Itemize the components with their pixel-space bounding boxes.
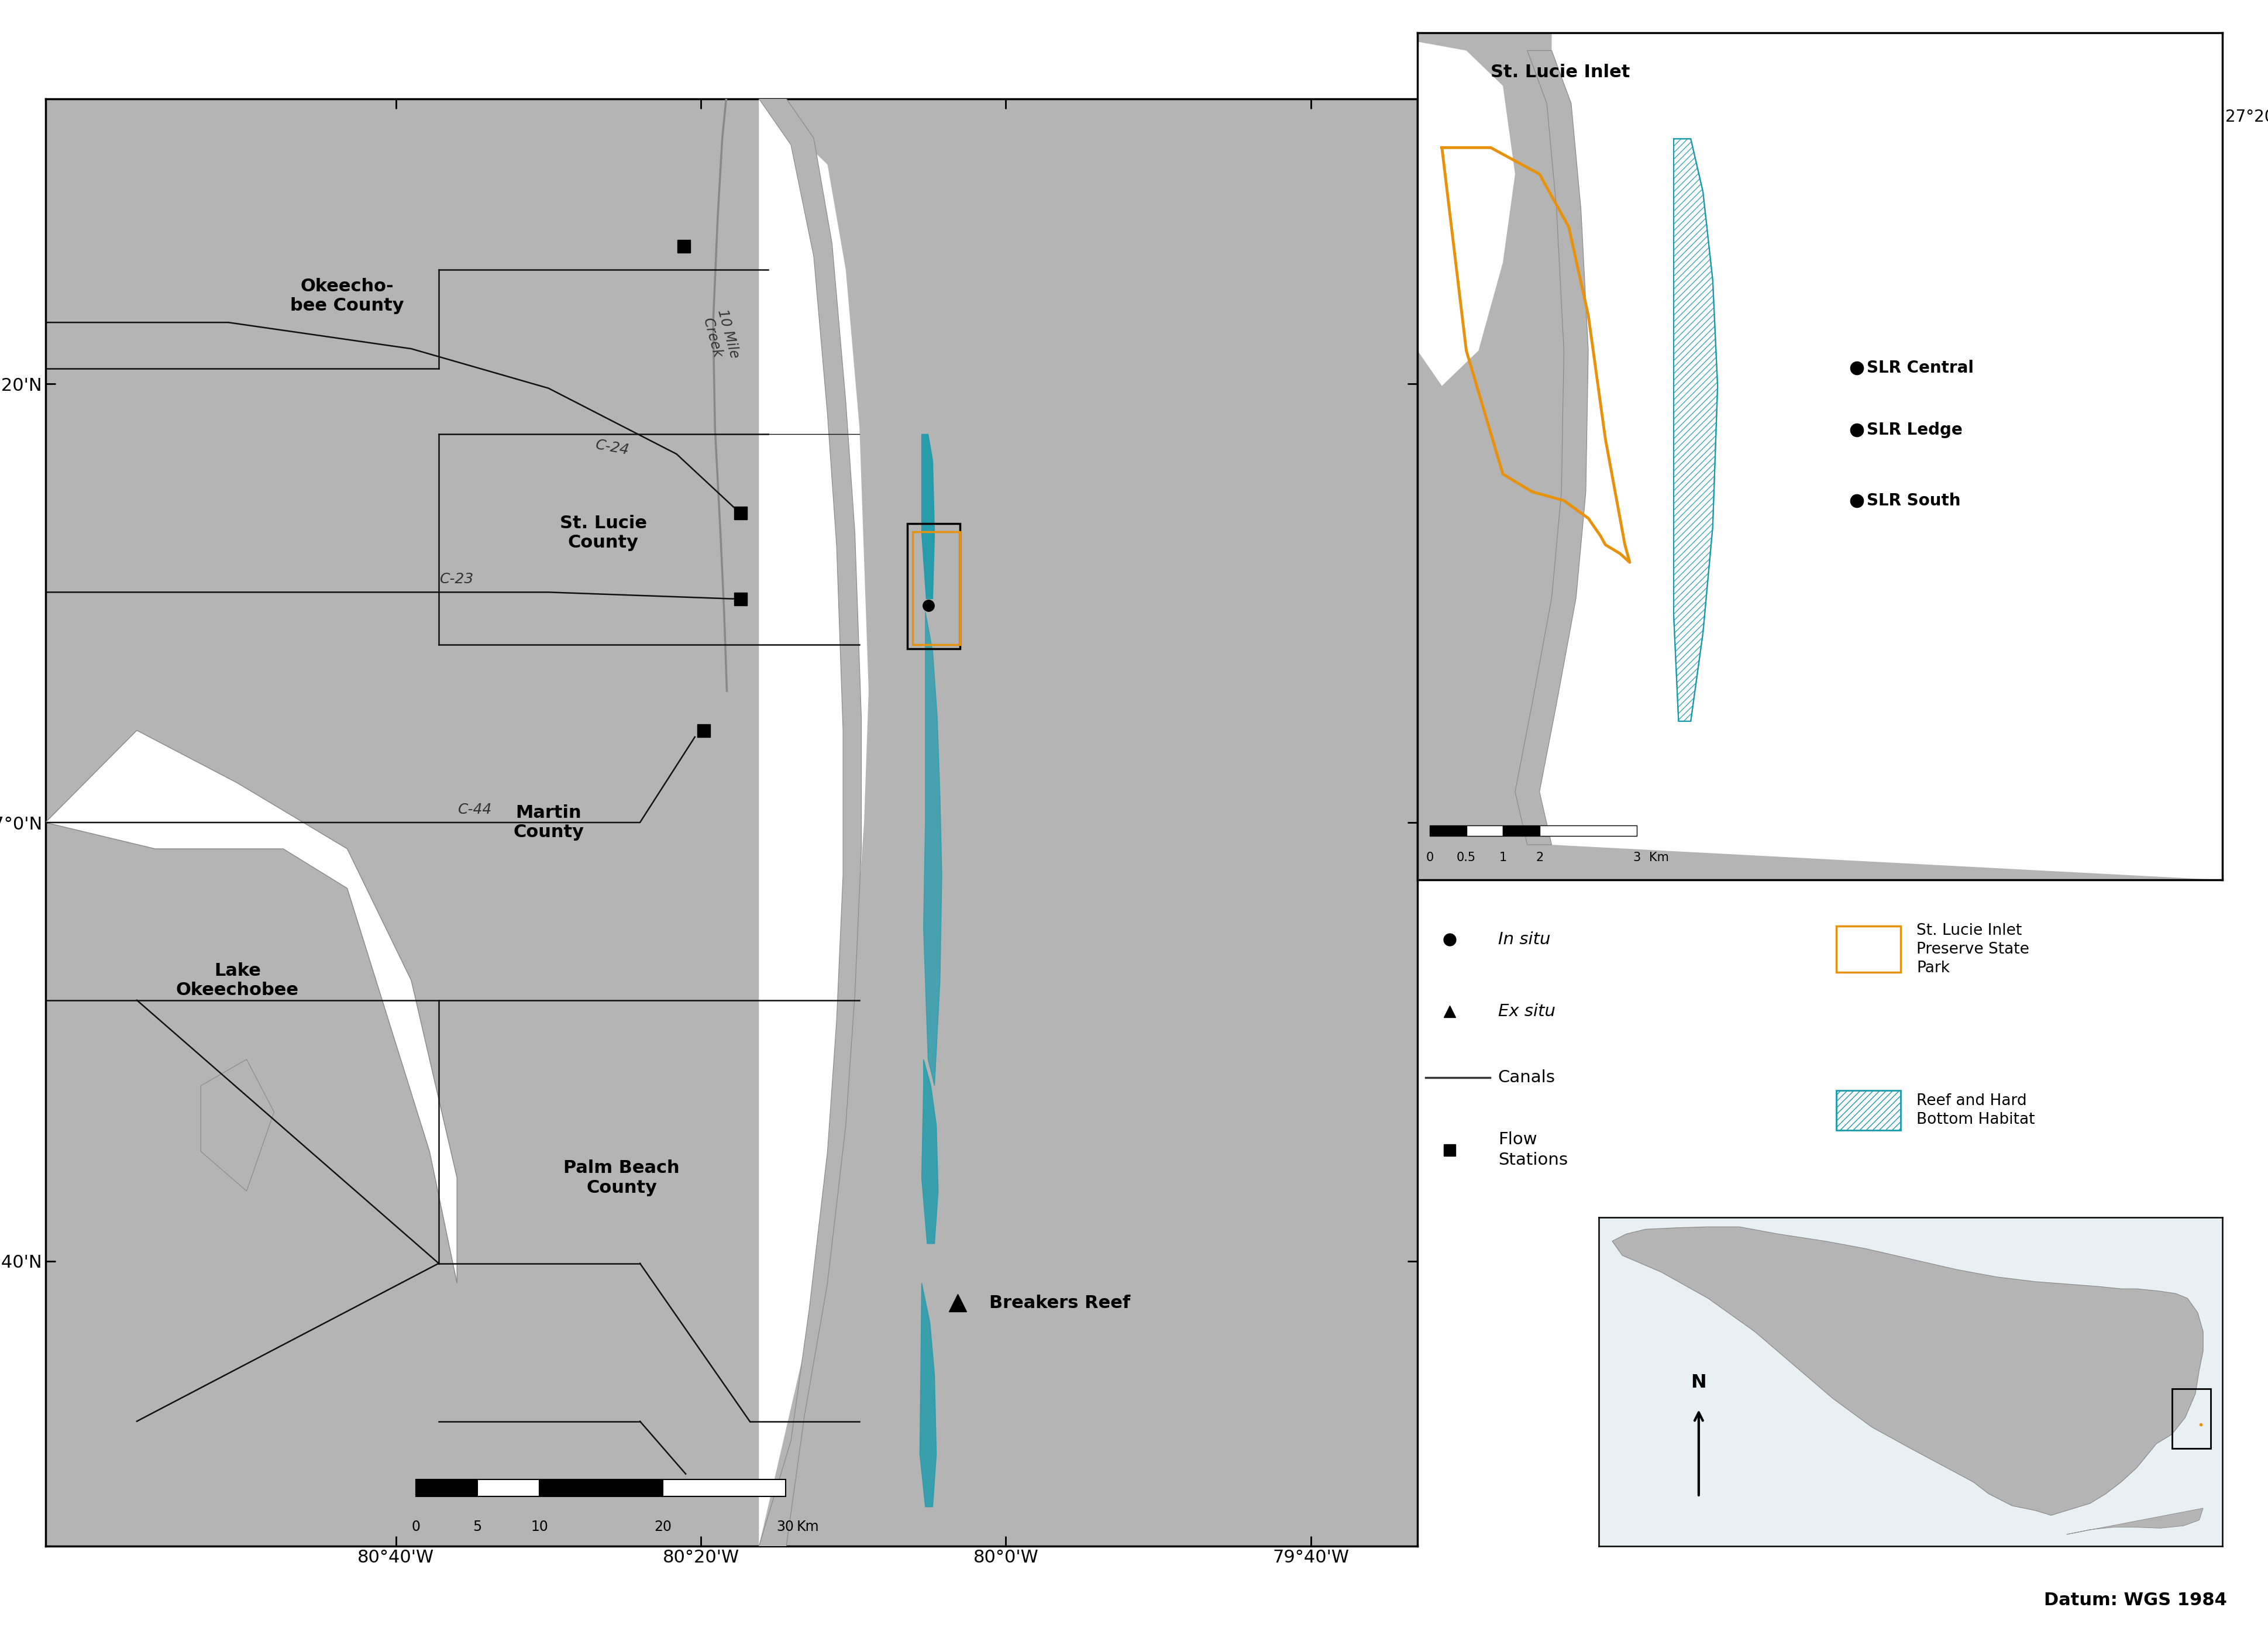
Text: Km: Km — [1649, 852, 1669, 864]
Text: Reef and Hard
Bottom Habitat: Reef and Hard Bottom Habitat — [1916, 1094, 2034, 1127]
Bar — [415, 1479, 476, 1497]
Polygon shape — [2066, 1508, 2202, 1535]
Polygon shape — [921, 1283, 937, 1507]
Bar — [1429, 826, 1467, 836]
Polygon shape — [760, 99, 862, 1546]
Polygon shape — [202, 1059, 274, 1191]
Text: Breakers Reef: Breakers Reef — [989, 1295, 1129, 1311]
Text: SLR South: SLR South — [1867, 492, 1960, 508]
Text: 5: 5 — [472, 1520, 481, 1535]
Bar — [662, 1479, 785, 1497]
Text: 3: 3 — [1633, 852, 1642, 864]
Text: C-44: C-44 — [458, 803, 492, 816]
Bar — [907, 523, 959, 648]
Text: St. Lucie Inlet: St. Lucie Inlet — [1490, 64, 1631, 81]
Polygon shape — [921, 434, 934, 599]
Polygon shape — [1418, 41, 1515, 387]
Text: SLR Central: SLR Central — [1867, 360, 1973, 377]
Bar — [1504, 826, 1540, 836]
Bar — [1837, 926, 1901, 972]
Text: St. Lucie
County: St. Lucie County — [560, 515, 646, 551]
Bar — [912, 531, 959, 645]
Polygon shape — [45, 730, 458, 1283]
Text: Flow
Stations: Flow Stations — [1497, 1132, 1567, 1168]
Text: 0: 0 — [1427, 852, 1433, 864]
Polygon shape — [1613, 1227, 2202, 1515]
Text: Ex situ: Ex situ — [1497, 1003, 1556, 1020]
Bar — [2173, 1388, 2211, 1449]
Text: In situ: In situ — [1497, 931, 1551, 948]
Text: 10 Mile
Creek: 10 Mile Creek — [699, 308, 742, 364]
Text: Datum: WGS 1984: Datum: WGS 1984 — [2043, 1592, 2227, 1609]
Text: Lake
Okeechobee: Lake Okeechobee — [177, 962, 299, 999]
Text: St. Lucie Inlet
Preserve State
Park: St. Lucie Inlet Preserve State Park — [1916, 923, 2030, 975]
Text: 20: 20 — [653, 1520, 671, 1535]
Polygon shape — [1540, 33, 2223, 880]
Polygon shape — [760, 99, 869, 1546]
Bar — [1467, 826, 1504, 836]
Polygon shape — [921, 1059, 939, 1244]
Text: 0: 0 — [411, 1520, 420, 1535]
Text: 10: 10 — [531, 1520, 549, 1535]
Polygon shape — [1515, 51, 1588, 846]
Text: Martin
County: Martin County — [513, 804, 583, 841]
Text: Okeecho-
bee County: Okeecho- bee County — [290, 278, 404, 314]
Bar — [540, 1479, 662, 1497]
Bar — [476, 1479, 540, 1497]
Text: 0.5: 0.5 — [1456, 852, 1476, 864]
Bar — [1540, 826, 1637, 836]
Text: N: N — [1692, 1374, 1706, 1392]
Text: 2: 2 — [1535, 852, 1542, 864]
Polygon shape — [923, 612, 941, 1086]
Text: Palm Beach
County: Palm Beach County — [562, 1160, 680, 1196]
Bar — [1837, 1091, 1901, 1130]
Text: 30: 30 — [776, 1520, 794, 1535]
Text: 1: 1 — [1499, 852, 1506, 864]
Text: C-24: C-24 — [594, 438, 631, 457]
Text: SLR Ledge: SLR Ledge — [1867, 421, 1962, 438]
Text: Km: Km — [796, 1520, 819, 1535]
Text: Canals: Canals — [1497, 1069, 1556, 1086]
Text: C-23: C-23 — [440, 572, 474, 586]
